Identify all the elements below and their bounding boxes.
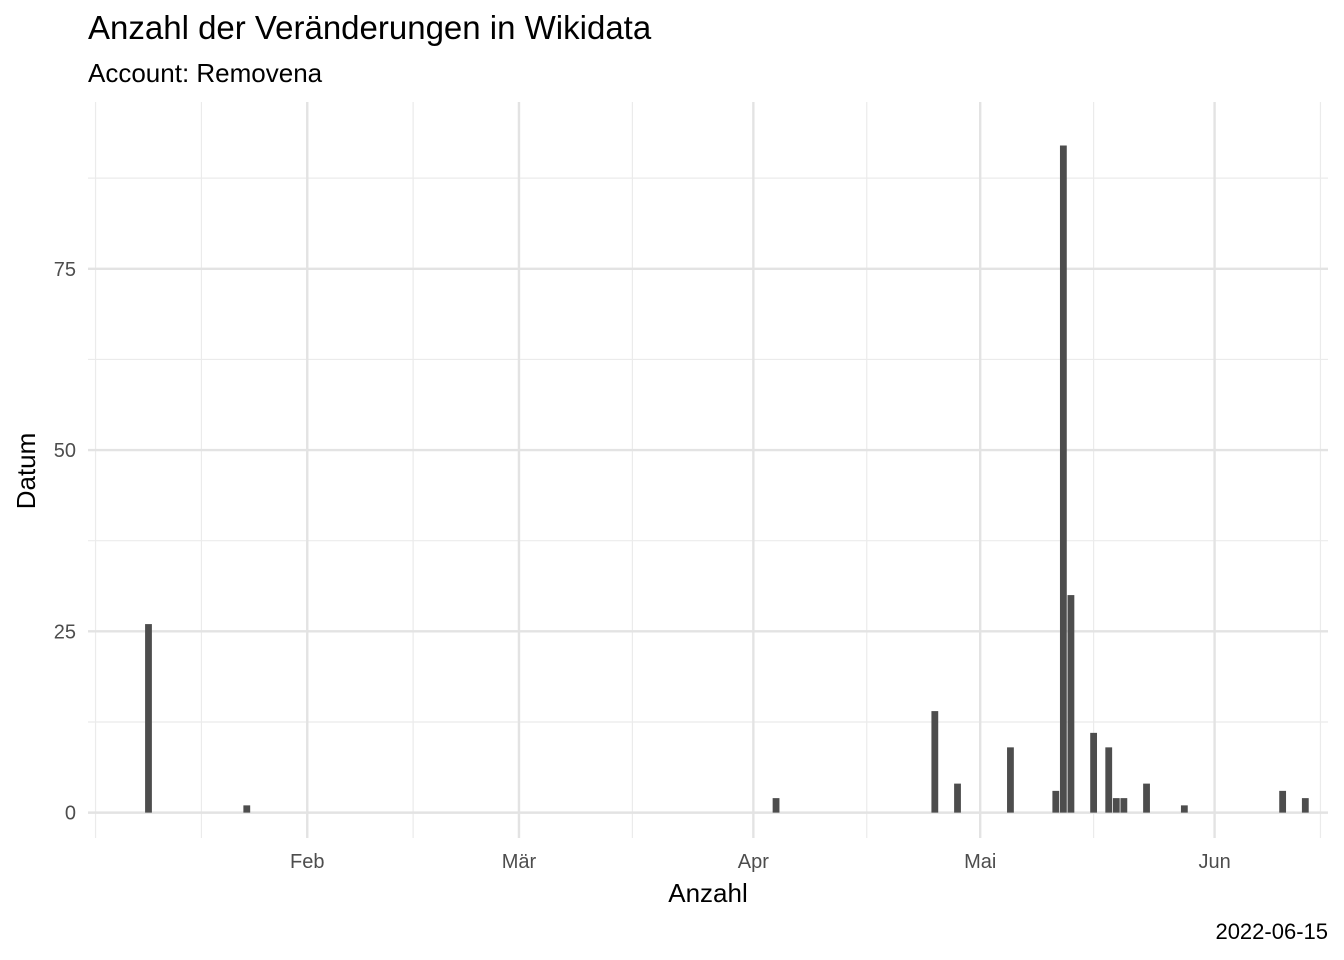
y-tick-label: 75 [54, 259, 76, 281]
y-axis-title: Datum [11, 433, 41, 510]
y-tick-label: 0 [65, 803, 76, 825]
bar [1059, 145, 1067, 813]
bar [1120, 798, 1128, 813]
bar [1007, 747, 1014, 813]
bar [1090, 732, 1098, 813]
y-tick-label: 25 [54, 621, 76, 643]
grid-lines [88, 102, 1328, 838]
bar [1180, 805, 1188, 813]
bars [145, 145, 1309, 813]
x-axis-title: Anzahl [668, 878, 748, 908]
tick-labels: 0 25 50 75 Feb Mär Apr Mai Jun [54, 259, 1231, 873]
y-tick-label: 50 [54, 440, 76, 462]
bar [1052, 790, 1060, 813]
x-tick-label: Mär [502, 851, 537, 873]
bar [1143, 783, 1150, 813]
bar [1301, 798, 1309, 813]
chart-title: Anzahl der Veränderungen in Wikidata [88, 9, 652, 46]
bar [243, 805, 251, 813]
bar [1067, 595, 1075, 813]
bar [1105, 747, 1113, 813]
caption-date: 2022-06-15 [1215, 919, 1328, 944]
x-tick-label: Mai [964, 851, 996, 873]
x-tick-label: Feb [290, 851, 324, 873]
bar [145, 624, 152, 813]
bar [772, 798, 780, 813]
x-tick-label: Apr [738, 851, 769, 873]
bar [1279, 790, 1287, 813]
bar [931, 711, 939, 813]
chart-subtitle: Account: Removena [88, 58, 323, 88]
x-tick-label: Jun [1198, 851, 1230, 873]
bar [954, 783, 961, 813]
bar [1112, 798, 1120, 813]
